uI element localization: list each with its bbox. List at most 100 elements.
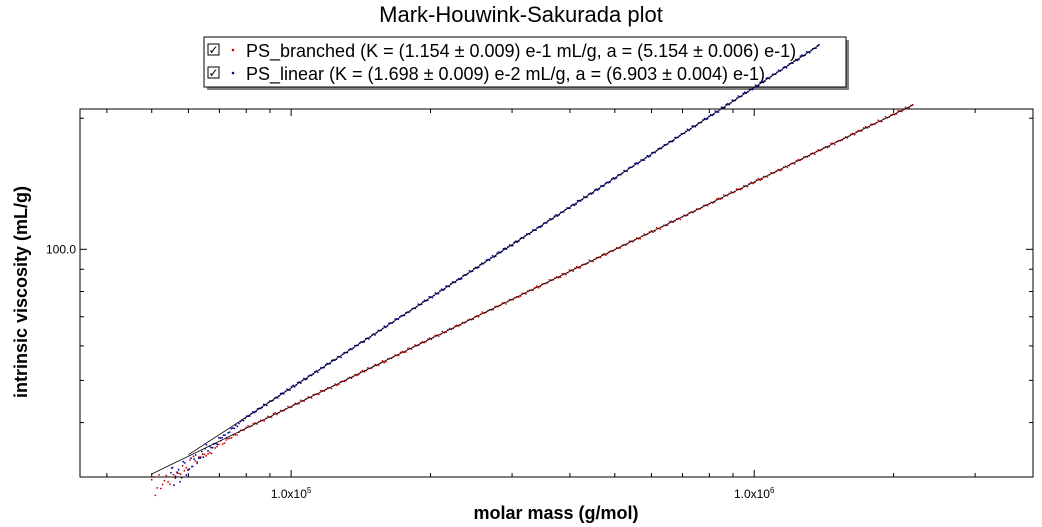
data-point [205,443,208,446]
data-point [383,325,386,328]
data-point [897,109,900,112]
data-point [604,254,607,256]
data-point [167,481,169,483]
legend-check-branched-icon: ✓ [208,43,218,57]
data-point [170,471,172,474]
data-point [210,446,213,449]
data-point [174,477,177,480]
data-point [686,128,689,131]
data-point [746,185,749,188]
data-point [877,119,880,122]
data-point [904,106,907,109]
data-point [197,457,200,459]
data-point [830,142,832,145]
data-point [183,461,186,464]
data-point [194,460,197,462]
data-point [437,292,440,295]
y-axis-ticks [80,117,1033,478]
data-point [208,451,211,454]
data-point [655,226,658,229]
data-point [203,453,206,456]
data-point [441,330,444,333]
data-point [367,338,370,340]
legend-label-linear: PS_linear (K = (1.698 ± 0.009) e-2 mL/g,… [246,64,765,85]
data-point [193,458,196,460]
data-point [394,318,397,320]
data-point [265,404,268,407]
data-point [659,228,662,230]
data-point [227,437,229,440]
data-point [765,77,768,80]
data-point [623,169,625,172]
legend-entry-branched[interactable]: ✓ PS_branched (K = (1.154 ± 0.009) e-1 m… [207,41,796,62]
data-point [163,479,166,482]
data-point [374,334,376,336]
data-point [668,220,671,223]
data-point [276,397,279,399]
data-point [406,347,409,350]
data-point [185,466,188,469]
data-point [491,254,494,257]
data-point [808,51,811,54]
data-point [159,487,162,490]
data-point [864,125,867,128]
data-point [564,273,567,276]
data-point [445,285,448,287]
data-point [233,427,236,430]
data-point [385,360,387,363]
data-point [579,266,582,269]
data-point [573,204,576,207]
data-point [781,168,783,171]
data-point [205,454,208,457]
data-point [381,360,384,362]
data-point [754,84,757,87]
data-point [477,315,480,318]
data-point [666,224,669,227]
data-point [230,436,233,439]
data-point [173,484,175,487]
data-point [759,179,762,182]
legend-entry-linear[interactable]: ✓ PS_linear (K = (1.698 ± 0.009) e-2 mL/… [207,64,765,85]
data-point [263,420,266,422]
data-point [559,276,562,278]
data-point [319,389,322,392]
data-point [188,459,191,461]
data-point [270,416,273,418]
data-point [674,136,677,139]
data-point [377,364,380,367]
legend-checkbox-linear[interactable] [207,66,220,79]
data-point [272,412,275,415]
x-axis-tick-labels: 1.0x105 1.0x106 [271,486,775,501]
data-point [181,464,184,467]
data-point [434,334,436,337]
data-point [252,422,255,425]
data-point [505,302,507,305]
data-point [316,371,319,374]
data-point [777,69,780,72]
data-point [222,434,225,437]
data-point [200,450,203,453]
data-point [161,483,164,486]
data-point [555,213,557,216]
legend-box [203,36,847,88]
data-point [154,494,157,497]
data-point [234,433,237,436]
data-point [274,412,277,414]
legend-checkbox-branched[interactable] [207,43,220,56]
data-point [201,453,204,455]
data-point [219,437,222,439]
data-point [156,487,159,489]
data-point [238,422,240,425]
data-point [168,483,171,486]
data-point [431,296,434,299]
data-point [548,217,551,220]
data-point [737,95,740,98]
data-point [216,443,219,446]
legend-marker-branched [231,48,235,52]
data-point [481,311,484,314]
data-point [532,289,535,292]
data-point [216,445,219,448]
data-point [310,397,313,399]
data-point [180,476,183,479]
data-point [785,66,788,69]
